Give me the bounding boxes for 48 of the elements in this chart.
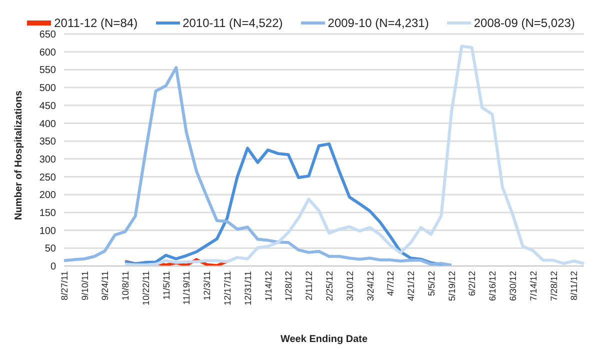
x-tick-label: 1/14/12 bbox=[263, 271, 274, 302]
y-tick-label: 350 bbox=[39, 136, 56, 148]
legend-label: 2008-09 (N=5,023) bbox=[474, 16, 575, 30]
x-tick-label: 6/2/12 bbox=[467, 271, 478, 296]
y-tick-label: 650 bbox=[39, 30, 56, 41]
x-tick-label: 3/24/12 bbox=[365, 271, 376, 302]
x-tick-label: 12/17/11 bbox=[222, 271, 233, 306]
x-tick-label: 2/25/12 bbox=[324, 271, 334, 302]
y-tick-label: 400 bbox=[39, 118, 56, 130]
y-tick-label: 250 bbox=[39, 172, 56, 184]
y-tick-label: 450 bbox=[39, 100, 56, 112]
x-tick-label: 2/11/12 bbox=[304, 271, 314, 300]
x-tick-label: 9/24/11 bbox=[100, 271, 110, 300]
x-tick-label: 5/5/12 bbox=[426, 271, 436, 296]
y-axis-title: Number of Hospitalizations bbox=[14, 90, 25, 220]
legend-label: 2010-11 (N=4,522) bbox=[182, 16, 283, 30]
y-tick-label: 300 bbox=[39, 154, 56, 166]
line-series bbox=[124, 44, 586, 266]
x-tick-label: 10/22/11 bbox=[140, 271, 151, 306]
x-tick-label: 5/19/12 bbox=[446, 271, 457, 302]
x-axis-title: Week Ending Date bbox=[280, 334, 368, 345]
x-tick-label: 1/28/12 bbox=[284, 271, 294, 302]
x-tick-label: 11/5/11 bbox=[161, 271, 172, 300]
x-tick-label: 12/31/11 bbox=[242, 271, 253, 306]
x-tick-label: 4/21/12 bbox=[406, 271, 416, 302]
x-tick-label: 3/10/12 bbox=[344, 271, 355, 302]
x-tick-label: 12/3/11 bbox=[202, 271, 212, 300]
x-tick-label: 6/16/12 bbox=[488, 271, 498, 302]
y-tick-label: 150 bbox=[39, 208, 56, 220]
y-tick-label: 200 bbox=[39, 190, 56, 202]
legend-label: 2009-10 (N=4,231) bbox=[328, 16, 429, 30]
y-tick-label: 500 bbox=[39, 83, 56, 94]
y-tick-label: 100 bbox=[39, 226, 56, 237]
x-tick-label: 7/28/12 bbox=[548, 271, 559, 302]
y-tick-label: 600 bbox=[39, 47, 56, 58]
x-tick-label: 10/8/11 bbox=[120, 271, 131, 300]
y-tick-label: 550 bbox=[39, 65, 56, 76]
x-tick-label: 8/11/12 bbox=[569, 271, 580, 300]
x-tick-label: 8/27/11 bbox=[59, 271, 70, 300]
x-tick-label: 6/30/12 bbox=[508, 271, 518, 302]
x-tick-label: 9/10/11 bbox=[80, 271, 90, 300]
y-tick-label: 50 bbox=[44, 244, 56, 255]
x-tick-label: 11/19/11 bbox=[182, 271, 192, 305]
line-series bbox=[62, 66, 453, 266]
y-tick-label: 0 bbox=[50, 262, 56, 273]
x-tick-label: 7/14/12 bbox=[528, 271, 538, 302]
x-tick-label: 4/7/12 bbox=[386, 271, 396, 296]
legend-label: 2011-12 (N=84) bbox=[54, 16, 138, 30]
